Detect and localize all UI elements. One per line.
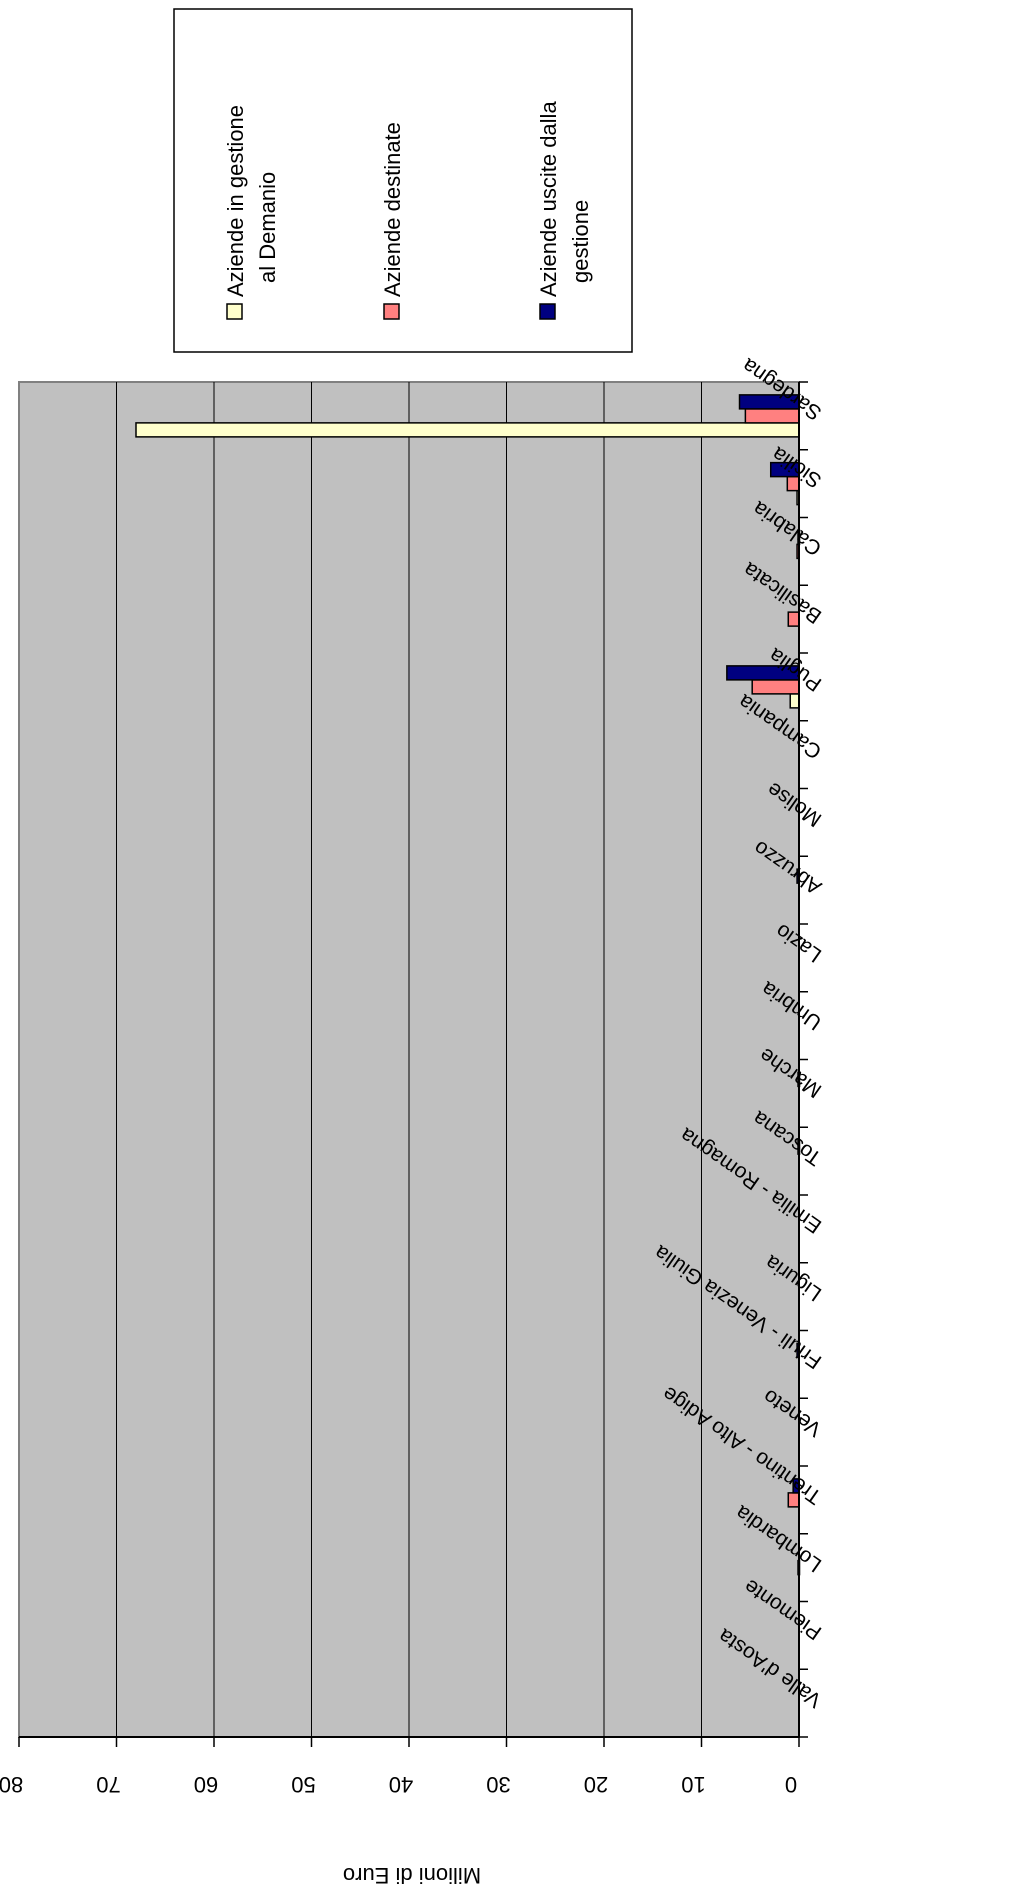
legend-box xyxy=(173,8,633,353)
value-tick-label: 70 xyxy=(96,1772,120,1797)
legend-label-line: Aziende in gestione xyxy=(223,105,248,297)
legend-label: Aziende destinate xyxy=(380,122,405,297)
bar xyxy=(744,408,800,424)
legend-swatch xyxy=(226,303,243,320)
legend-label-line: Aziende destinate xyxy=(380,122,405,297)
legend-label-line: Aziende uscite dalla xyxy=(536,101,561,297)
value-tick-label: 10 xyxy=(681,1772,705,1797)
legend-swatch xyxy=(539,303,556,320)
value-tick-label: 30 xyxy=(486,1772,510,1797)
legend-label: Aziende in gestione al Demanio xyxy=(223,105,280,297)
value-tick-label: 0 xyxy=(785,1772,797,1797)
value-tick-label: 20 xyxy=(584,1772,608,1797)
value-tick-label: 50 xyxy=(291,1772,315,1797)
legend-label-line: gestione xyxy=(568,200,593,283)
value-tick-label: 60 xyxy=(194,1772,218,1797)
bar xyxy=(135,422,800,438)
value-ticks: 0 10 20 30 40 50 60 70 80 xyxy=(0,1737,800,1797)
legend-items: Aziende in gestione al Demanio Aziende des… xyxy=(223,101,593,320)
value-tick-label: 40 xyxy=(389,1772,413,1797)
value-tick-label: 80 xyxy=(0,1772,23,1797)
legend-swatch xyxy=(383,303,400,320)
legend-label-line: al Demanio xyxy=(255,172,280,283)
legend: Aziende in gestione al Demanio Aziende des… xyxy=(173,8,633,353)
gridlines xyxy=(116,382,702,1737)
legend-label: Aziende uscite dalla gestione xyxy=(536,101,593,297)
bar xyxy=(789,693,800,709)
value-axis-title: Milioni di Euro xyxy=(343,1863,481,1887)
